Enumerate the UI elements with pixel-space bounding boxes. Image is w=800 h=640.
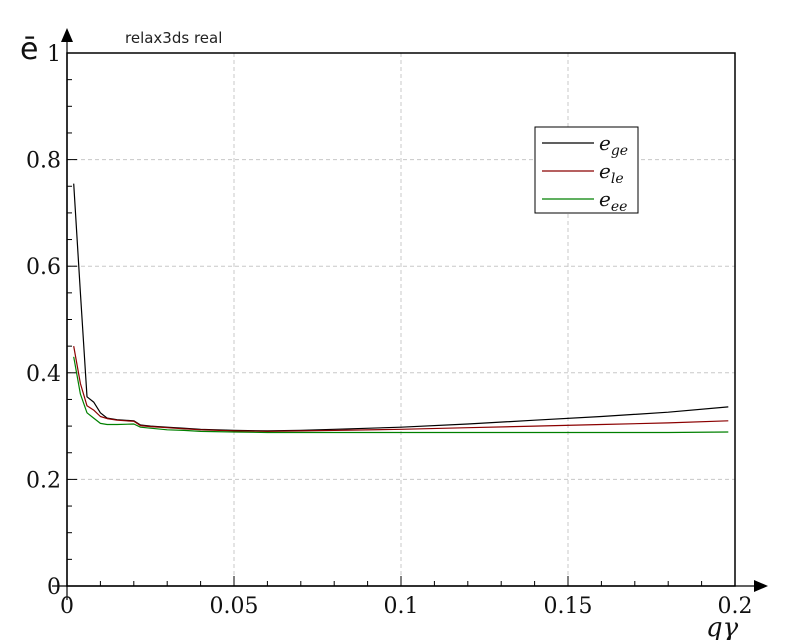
legend-label-le: ele [599,159,624,187]
y-tick-label: 0.2 [26,468,61,493]
axes [52,28,768,600]
y-tick-label: 0.4 [26,362,61,387]
y-axis-arrow [61,28,73,42]
chart-title: relax3ds real [125,29,222,47]
x-tick-label: 0.2 [718,594,753,619]
y-tick-label: 0.8 [26,149,61,174]
y-tick-label: 0.6 [26,255,61,280]
series-line-le [73,345,729,432]
legend-label-ee: eee [599,187,627,215]
y-axis-label: ē [20,32,38,67]
legend-label-ge: ege [599,131,628,159]
x-tick-label: 0.05 [210,594,259,619]
x-tick-label: 0.1 [384,594,419,619]
x-axis-arrow [754,580,768,592]
y-tick-label: 1 [47,42,61,67]
y-tick-labels: 0 0.2 0.4 0.6 0.8 1 [26,42,61,600]
x-tick-label: 0 [60,594,74,619]
series-line-ee [73,356,729,434]
x-tick-labels: 0 0.05 0.1 0.15 0.2 [60,594,753,619]
x-tick-label: 0.15 [544,594,593,619]
y-tick-label: 0 [47,575,61,600]
series-lines [73,183,729,434]
x-axis-label: qγ [706,613,739,640]
